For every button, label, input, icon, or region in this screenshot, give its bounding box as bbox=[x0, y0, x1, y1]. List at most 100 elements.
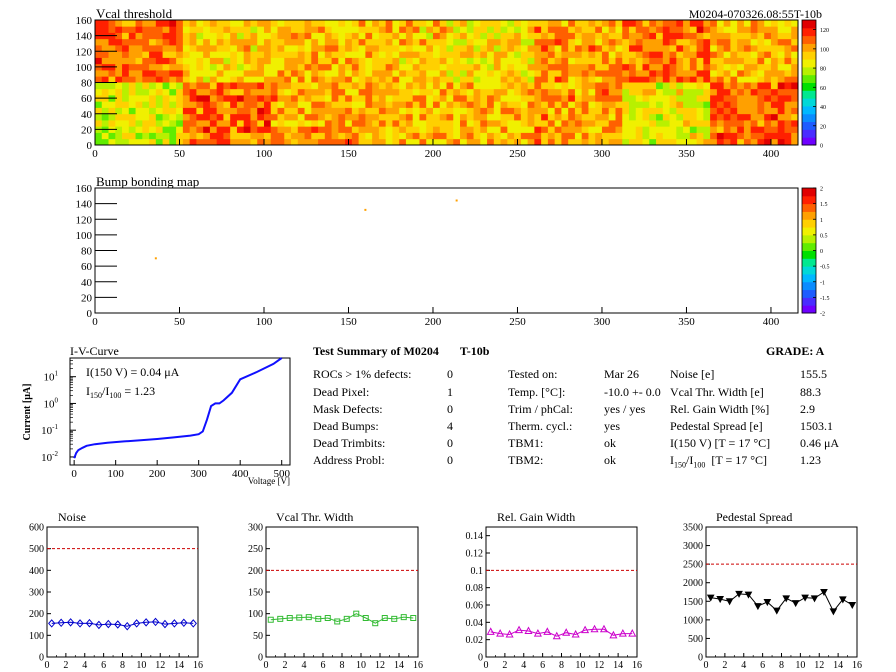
vcal-cell bbox=[662, 95, 670, 102]
vcal-cell bbox=[460, 38, 468, 46]
vcal-cell bbox=[777, 113, 785, 121]
condition-label: Temp. [°C]: bbox=[508, 385, 566, 399]
vcal-cell bbox=[649, 107, 657, 115]
vcal-cell bbox=[223, 20, 231, 27]
vcal-cell bbox=[710, 82, 718, 90]
bump-x-tick-label: 350 bbox=[678, 316, 695, 328]
vcal-cell bbox=[629, 32, 637, 40]
vcal-cell bbox=[608, 126, 616, 133]
vcal-cell bbox=[574, 26, 583, 33]
vcal-cell bbox=[669, 32, 677, 40]
vcal-cell bbox=[155, 26, 163, 33]
vcal-cell bbox=[426, 57, 434, 65]
vcal-cell bbox=[595, 82, 603, 90]
vcal-cell bbox=[527, 88, 535, 96]
vcal-cell bbox=[500, 38, 508, 46]
vcal-cell bbox=[182, 101, 191, 108]
vcal-cell bbox=[277, 132, 285, 140]
vcal-cell bbox=[331, 51, 339, 58]
vcal-cell bbox=[155, 107, 163, 115]
vcal-cell bbox=[385, 138, 393, 146]
vcal-cell bbox=[399, 76, 407, 83]
vcal-cell bbox=[291, 26, 299, 33]
vcal-cell bbox=[622, 101, 630, 108]
x-tick-label: 6 bbox=[540, 660, 545, 671]
vcal-cell bbox=[541, 107, 549, 115]
bump-defect-pixel bbox=[455, 199, 458, 202]
vcal-cell bbox=[791, 101, 799, 108]
vcal-cell bbox=[432, 138, 441, 146]
vcal-cell bbox=[635, 132, 643, 140]
vcal-cell bbox=[561, 88, 569, 96]
vcal-cell bbox=[520, 126, 529, 133]
vcal-cell bbox=[162, 107, 170, 115]
vcal-cell bbox=[615, 132, 623, 140]
vcal-cell bbox=[365, 132, 373, 140]
vcal-cell bbox=[432, 63, 441, 71]
vcal-cell bbox=[189, 76, 197, 83]
vcal-cell bbox=[764, 101, 772, 108]
vcal-cell bbox=[561, 45, 569, 52]
vcal-cell bbox=[703, 132, 711, 140]
vcal-cell bbox=[487, 76, 495, 83]
vcal-cell bbox=[412, 63, 420, 71]
vcal-cell bbox=[520, 82, 529, 90]
vcal-cell bbox=[743, 26, 752, 33]
vcal-cell bbox=[108, 88, 116, 96]
vcal-cell bbox=[392, 32, 400, 40]
vcal-cell bbox=[257, 120, 265, 127]
vcal-cell bbox=[372, 26, 380, 33]
vcal-cell bbox=[257, 132, 265, 140]
vcal-cell bbox=[203, 95, 211, 102]
vcal-cell bbox=[757, 76, 765, 83]
vcal-cell bbox=[122, 132, 130, 140]
bump-colorbar-cell bbox=[802, 203, 816, 212]
vcal-cell bbox=[338, 120, 346, 127]
vcal-cell bbox=[777, 82, 785, 90]
vcal-cell bbox=[656, 38, 664, 46]
vcal-cell bbox=[101, 76, 109, 83]
vcal-cell bbox=[230, 63, 238, 71]
vcal-cell bbox=[122, 45, 130, 52]
vcal-cell bbox=[500, 76, 508, 83]
vcal-cell bbox=[277, 82, 285, 90]
vcal-cell bbox=[520, 88, 529, 96]
vcal-cell bbox=[757, 26, 765, 33]
bump-colorbar-cell bbox=[802, 242, 816, 251]
vcal-cell bbox=[95, 45, 103, 52]
vcal-cell bbox=[568, 101, 576, 108]
y-tick-label: 3500 bbox=[683, 523, 703, 534]
vcal-cell bbox=[764, 82, 772, 90]
vcal-cell bbox=[764, 26, 772, 33]
vcal-cell bbox=[115, 120, 123, 127]
vcal-cell bbox=[601, 51, 610, 58]
vcal-cell bbox=[128, 101, 136, 108]
vcal-cell bbox=[588, 32, 596, 40]
vcal-cell bbox=[155, 82, 163, 90]
vcal-cell bbox=[338, 51, 346, 58]
vcal-cell bbox=[649, 76, 657, 83]
vcal-cell bbox=[243, 70, 251, 77]
vcal-cell bbox=[500, 132, 508, 140]
vcal-cell bbox=[507, 38, 515, 46]
vcal-cell bbox=[453, 126, 461, 133]
vcal-cell bbox=[236, 88, 245, 96]
vcal-cell bbox=[541, 82, 549, 90]
vcal-cell bbox=[365, 88, 373, 96]
vcal-cell bbox=[750, 82, 758, 90]
vcal-cell bbox=[304, 95, 312, 102]
vcal-cell bbox=[345, 20, 353, 27]
vcal-cell bbox=[561, 132, 569, 140]
vcal-cell bbox=[95, 20, 103, 27]
vcal-cell bbox=[750, 88, 758, 96]
vcal-cell bbox=[466, 63, 474, 71]
defect-label: Mask Defects: bbox=[313, 402, 383, 416]
vcal-cell bbox=[770, 113, 779, 121]
vcal-cell bbox=[696, 95, 704, 102]
vcal-cell bbox=[257, 88, 265, 96]
bump-x-tick-label: 150 bbox=[340, 316, 357, 328]
vcal-cell bbox=[236, 63, 245, 71]
vcal-cell bbox=[95, 76, 103, 83]
vcal-cell bbox=[243, 138, 251, 146]
data-point bbox=[334, 618, 341, 625]
